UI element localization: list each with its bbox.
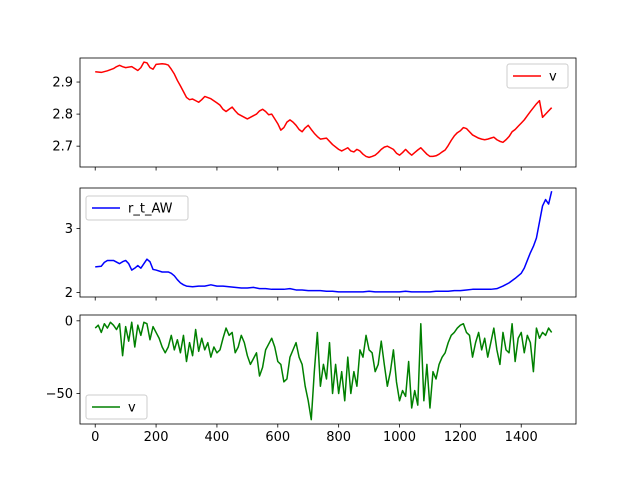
subplot-2-y-tick-label: 0 [65,314,73,329]
subplot-2-legend: v [85,394,148,420]
subplot-bottom: 0 200 400 600 800 1000 1200 1400 0 −50 v [46,314,577,445]
subplot-2-y-tick-label: −50 [46,387,73,402]
subplot-0-y-tick-label: 2.9 [52,76,73,91]
subplot-1-series-line-0 [95,191,553,293]
subplot-top: 2.7 2.8 2.9 v [52,57,577,171]
subplot-2-series-line-0 [94,321,553,421]
subplot-2-x-tick-label: 1200 [444,430,477,445]
subplot-2-x-tick-label: 0 [91,430,99,445]
subplot-1-legend: r_t_AW [85,195,189,221]
subplot-2-x-tick-label: 1400 [505,430,538,445]
subplot-2-x-tick-label: 600 [265,430,290,445]
subplot-2-legend-label: v [128,401,136,416]
subplot-0-plot-area [80,58,576,167]
subplot-0-series-line-0 [95,61,553,159]
subplot-2-x-tick-label: 800 [326,430,351,445]
subplot-1-axes-frame [79,187,577,298]
subplot-middle: 2 3 r_t_AW [65,187,577,301]
subplot-2-axes-frame [79,314,577,425]
subplot-1-legend-label: r_t_AW [128,202,173,217]
subplot-0-legend: v [506,63,569,89]
subplot-0-y-tick-label: 2.8 [52,108,73,123]
subplot-0-y-tick-label: 2.7 [52,140,73,155]
subplot-0-legend-label: v [549,70,557,85]
subplot-1-y-tick-label: 3 [65,222,73,237]
subplot-2-x-tick-label: 400 [205,430,230,445]
subplot-1-y-tick-label: 2 [65,286,73,301]
subplot-2-x-tick-label: 200 [144,430,169,445]
subplot-1-legend-box [85,195,189,221]
subplot-0-axes-frame [79,57,577,168]
subplot-2-x-tick-label: 1000 [383,430,416,445]
